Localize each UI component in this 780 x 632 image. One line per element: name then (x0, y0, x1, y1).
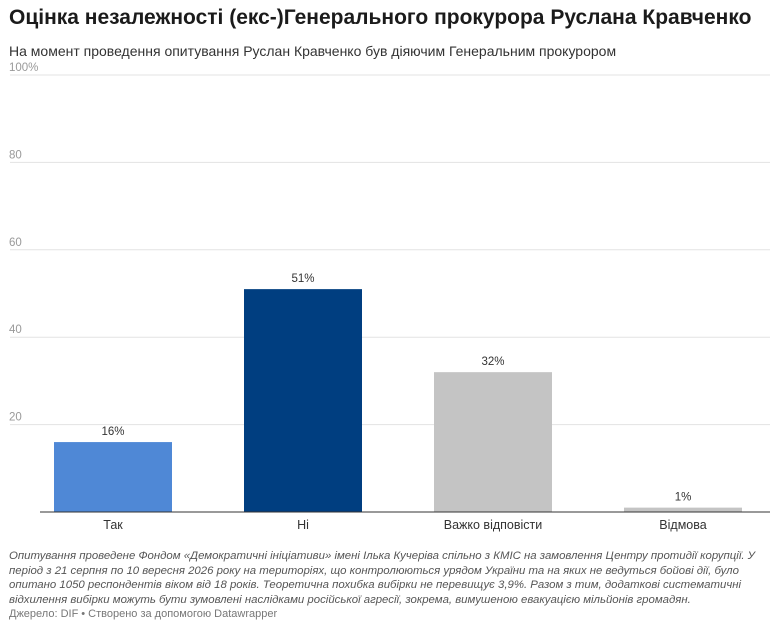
gridlines: 20 40 60 80 100% (9, 62, 770, 426)
data-label: 16% (101, 426, 124, 438)
source-separator: • (81, 608, 86, 620)
source-line: Джерело: DIF • Створено за допомогою Dataw… (9, 608, 277, 620)
y-tick-label: 100% (9, 62, 38, 74)
x-tick-label: Ні (297, 518, 309, 532)
category-labels: Так Ні Важко відповісти Відмова (103, 518, 707, 532)
y-tick-label: 80 (9, 149, 22, 161)
datawrapper-credit-link[interactable]: Створено за допомогою Datawrapper (88, 608, 278, 620)
data-labels: 16% 51% 32% 1% (101, 273, 691, 504)
x-tick-label: Відмова (659, 518, 706, 532)
y-tick-label: 40 (9, 324, 22, 336)
chart-title: Оцінка незалежності (екс-)Генерального п… (9, 6, 752, 29)
x-tick-label: Важко відповісти (444, 518, 543, 532)
source-label: Джерело: DIF (9, 608, 79, 620)
chart-subtitle: На момент проведення опитування Руслан К… (9, 43, 617, 59)
data-label: 51% (291, 273, 314, 285)
bar (434, 372, 552, 512)
data-label: 1% (675, 492, 692, 504)
bar-chart: 20 40 60 80 100% 16% 51% 32% 1% Так Ні Важко відп… (9, 62, 770, 532)
y-tick-label: 60 (9, 237, 22, 249)
data-label: 32% (481, 356, 504, 368)
bar (244, 289, 362, 512)
methodology-notes: Опитування проведене Фондом «Демократичн… (9, 550, 755, 606)
bars (54, 289, 742, 512)
bar (54, 442, 172, 512)
bar (624, 507, 742, 512)
y-tick-label: 20 (9, 412, 22, 424)
x-tick-label: Так (103, 518, 123, 532)
